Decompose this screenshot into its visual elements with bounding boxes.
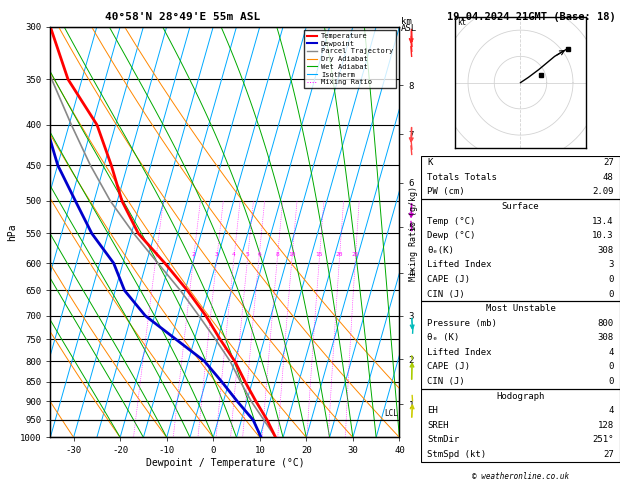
Text: 15: 15 [316,252,323,258]
Text: 3: 3 [608,260,614,269]
Text: 1: 1 [154,252,158,258]
Text: CIN (J): CIN (J) [427,377,465,386]
Text: 19.04.2024 21GMT (Base: 18): 19.04.2024 21GMT (Base: 18) [447,12,616,22]
Text: EH: EH [427,406,438,415]
Y-axis label: hPa: hPa [7,223,17,241]
Text: 2.09: 2.09 [592,188,614,196]
Text: PW (cm): PW (cm) [427,188,465,196]
Bar [421,156,620,199]
Text: 8: 8 [276,252,279,258]
Text: 0: 0 [608,363,614,371]
Text: km: km [401,17,412,26]
Text: 13.4: 13.4 [592,217,614,226]
Text: 0: 0 [608,377,614,386]
Text: Temp (°C): Temp (°C) [427,217,476,226]
Text: Lifted Index: Lifted Index [427,348,492,357]
Text: CAPE (J): CAPE (J) [427,275,470,284]
Text: kt: kt [457,18,467,27]
Text: StmSpd (kt): StmSpd (kt) [427,450,486,459]
Legend: Temperature, Dewpoint, Parcel Trajectory, Dry Adiabat, Wet Adiabat, Isotherm, Mi: Temperature, Dewpoint, Parcel Trajectory… [304,30,396,88]
Text: 128: 128 [598,421,614,430]
Text: Lifted Index: Lifted Index [427,260,492,269]
Bar [421,389,620,462]
Text: 4: 4 [232,252,236,258]
Text: 48: 48 [603,173,614,182]
Text: © weatheronline.co.uk: © weatheronline.co.uk [472,472,569,481]
Text: 2: 2 [192,252,196,258]
Text: StmDir: StmDir [427,435,460,444]
Text: Totals Totals: Totals Totals [427,173,498,182]
Text: 20: 20 [336,252,343,258]
Text: θₑ (K): θₑ (K) [427,333,460,342]
Text: Pressure (mb): Pressure (mb) [427,319,498,328]
Text: 10.3: 10.3 [592,231,614,240]
Text: Dewp (°C): Dewp (°C) [427,231,476,240]
Text: 800: 800 [598,319,614,328]
Text: Most Unstable: Most Unstable [486,304,555,313]
Text: 40°58'N 28°49'E 55m ASL: 40°58'N 28°49'E 55m ASL [105,12,260,22]
Text: Mixing Ratio (g/kg): Mixing Ratio (g/kg) [409,186,418,281]
Bar [421,199,620,301]
Text: Surface: Surface [502,202,539,211]
Text: 0: 0 [608,275,614,284]
Text: 308: 308 [598,246,614,255]
Text: 3: 3 [215,252,219,258]
Text: Hodograph: Hodograph [496,392,545,400]
Text: θₑ(K): θₑ(K) [427,246,454,255]
Text: 0: 0 [608,290,614,298]
Text: 6: 6 [257,252,261,258]
Text: ASL: ASL [401,24,418,34]
Text: CIN (J): CIN (J) [427,290,465,298]
Text: SREH: SREH [427,421,449,430]
Text: 251°: 251° [592,435,614,444]
Text: 5: 5 [246,252,250,258]
Text: LCL: LCL [384,409,398,418]
Text: 25: 25 [352,252,359,258]
X-axis label: Dewpoint / Temperature (°C): Dewpoint / Temperature (°C) [145,458,304,468]
Text: 27: 27 [603,158,614,167]
Text: 4: 4 [608,406,614,415]
Bar [421,301,620,389]
Text: CAPE (J): CAPE (J) [427,363,470,371]
Text: K: K [427,158,433,167]
Text: 27: 27 [603,450,614,459]
Text: 308: 308 [598,333,614,342]
Text: 4: 4 [608,348,614,357]
Text: 10: 10 [288,252,296,258]
